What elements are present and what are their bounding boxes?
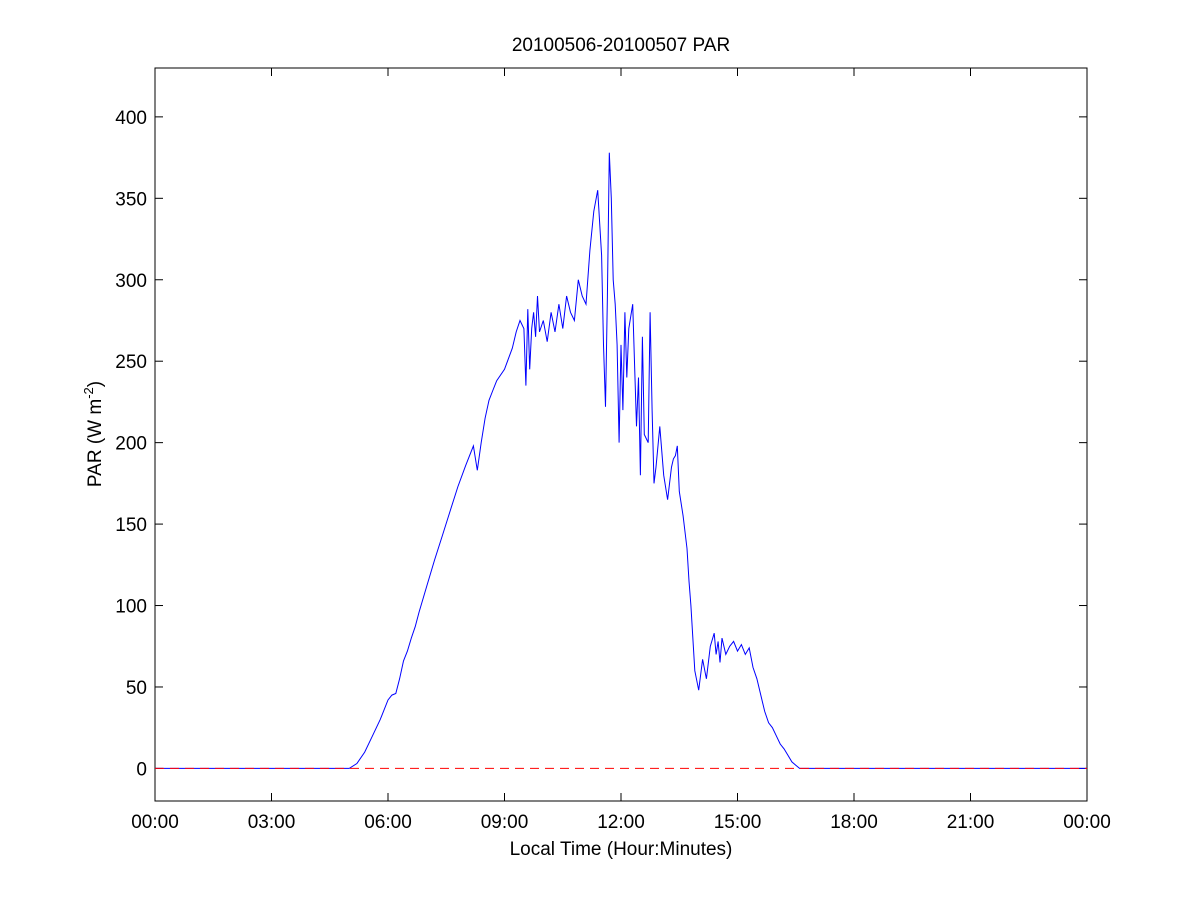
x-tick-label: 00:00 bbox=[131, 812, 179, 833]
y-tick-label: 50 bbox=[126, 678, 147, 699]
y-tick-label: 350 bbox=[115, 189, 147, 210]
par-series-line bbox=[155, 152, 1087, 769]
y-tick-label: 100 bbox=[115, 597, 147, 618]
y-axis-ticks: 0 50 100 150 200 250 300 350 400 bbox=[115, 108, 1087, 780]
x-axis-label: Local Time (Hour:Minutes) bbox=[510, 839, 733, 860]
x-tick-label: 06:00 bbox=[364, 812, 412, 833]
y-tick-label: 400 bbox=[115, 108, 147, 129]
x-tick-label: 12:00 bbox=[597, 812, 645, 833]
plot-area: 00:00 03:00 06:00 09:00 12:00 15:00 18:00 21:00… bbox=[115, 67, 1111, 833]
y-axis-label-superscript: -2 bbox=[81, 387, 96, 399]
y-axis-label: PAR (W m-2) bbox=[81, 381, 106, 487]
series-layer bbox=[155, 152, 1087, 769]
x-tick-label: 18:00 bbox=[830, 812, 878, 833]
y-tick-label: 0 bbox=[136, 759, 147, 780]
y-tick-label: 300 bbox=[115, 271, 147, 292]
x-tick-label: 09:00 bbox=[481, 812, 529, 833]
plot-frame bbox=[154, 67, 1088, 802]
x-axis-ticks: 00:00 03:00 06:00 09:00 12:00 15:00 18:00 21:00… bbox=[131, 68, 1111, 833]
chart-title: 20100506-20100507 PAR bbox=[512, 35, 730, 56]
y-tick-label: 200 bbox=[115, 434, 147, 455]
y-tick-label: 250 bbox=[115, 352, 147, 373]
y-axis-label-suffix: ) bbox=[85, 381, 106, 387]
x-tick-label: 15:00 bbox=[714, 812, 762, 833]
y-axis-label-text: PAR (W m bbox=[85, 399, 106, 487]
x-tick-label: 00:00 bbox=[1063, 812, 1111, 833]
x-tick-label: 03:00 bbox=[248, 812, 296, 833]
y-tick-label: 150 bbox=[115, 515, 147, 536]
x-tick-label: 21:00 bbox=[947, 812, 995, 833]
